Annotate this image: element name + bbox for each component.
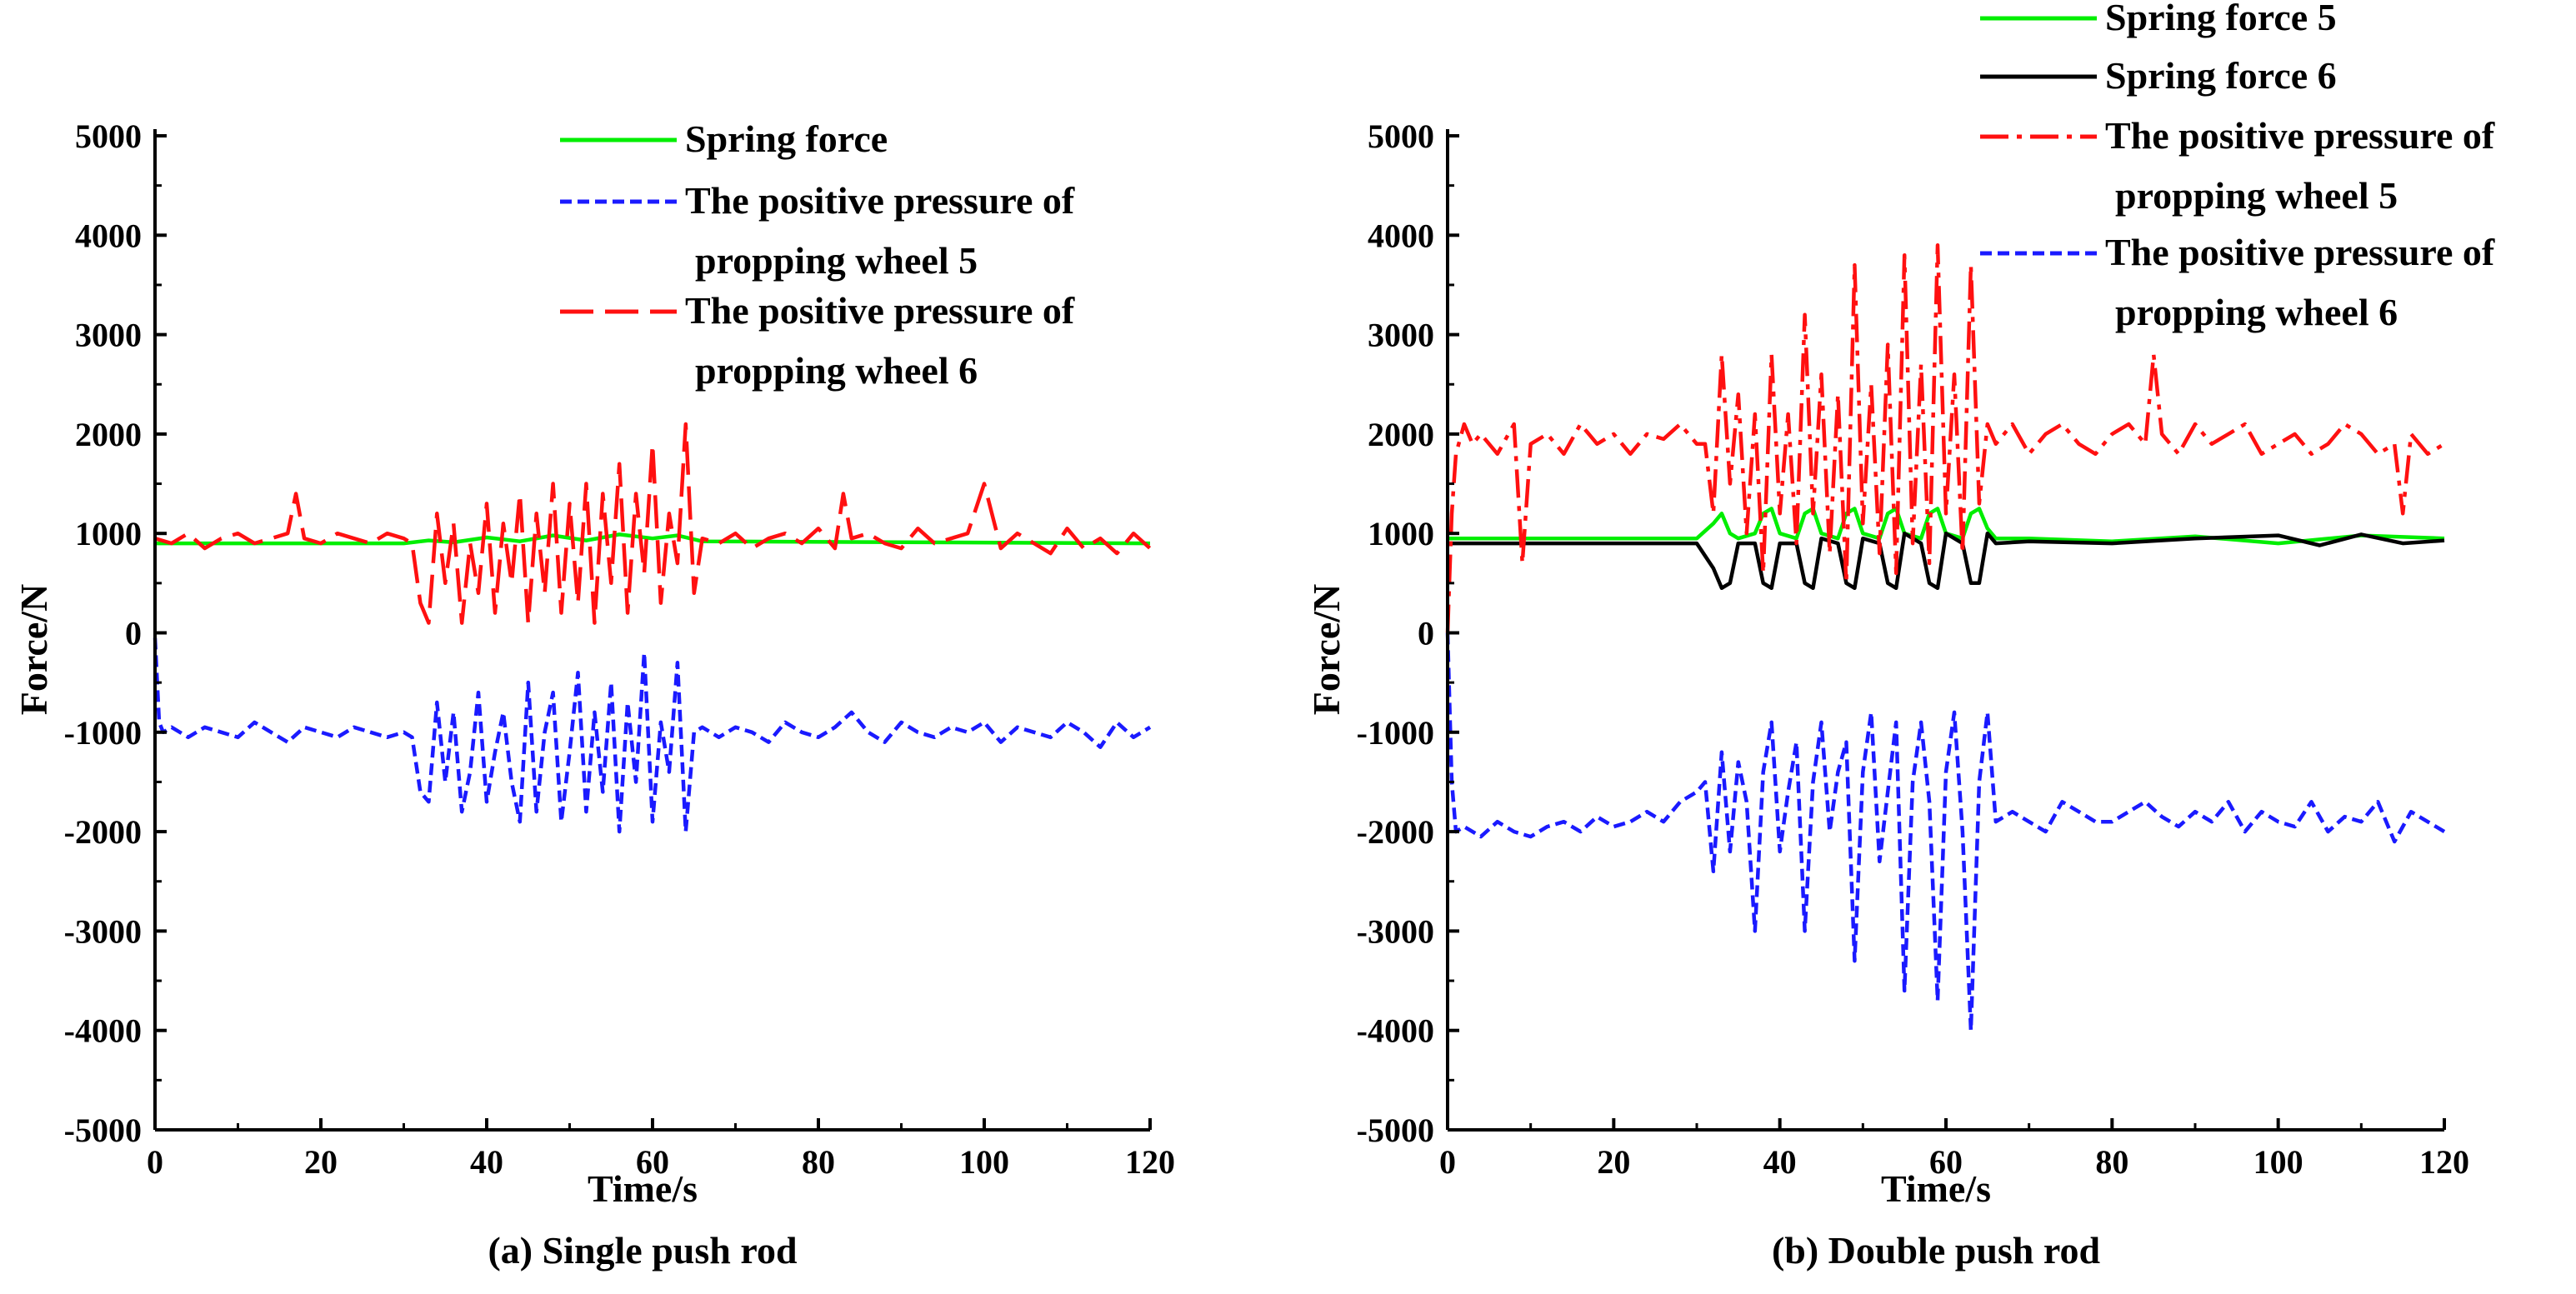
y-tick-label: 5000 <box>1368 117 1434 155</box>
x-tick-label: 0 <box>1439 1143 1456 1181</box>
panel-double-push-rod: 500040003000200010000-1000-2000-3000-400… <box>1305 0 2495 1272</box>
y-tick-label: 3000 <box>1368 317 1434 354</box>
legend-label: Spring force 6 <box>2105 54 2337 97</box>
y-tick-label: 1000 <box>1368 515 1434 552</box>
legend: Spring force The positive pressure of prop… <box>560 117 1075 392</box>
series-line-2 <box>153 637 1152 834</box>
series-line-3 <box>154 422 1152 625</box>
y-tick-label: -1000 <box>64 714 142 752</box>
legend-label: Spring force 5 <box>2105 0 2337 38</box>
legend-label: The positive pressure of <box>685 179 1075 222</box>
y-tick-label: -4000 <box>1357 1012 1434 1050</box>
panel-single-push-rod: 500040003000200010000-1000-2000-3000-400… <box>13 117 1175 1272</box>
y-tick-label: 1000 <box>75 515 142 552</box>
y-tick-label: 5000 <box>75 117 142 155</box>
legend: Spring force 5 Spring force 6 The positive… <box>1980 0 2495 333</box>
x-axis-title: Time/s <box>588 1167 698 1210</box>
y-tick-label: -3000 <box>64 912 142 950</box>
x-tick-label: 100 <box>2253 1143 2303 1181</box>
panel-caption: (b) Double push rod <box>1772 1229 2101 1272</box>
y-axis-title: Force/N <box>1305 584 1348 716</box>
y-tick-label: 2000 <box>75 416 142 453</box>
y-tick-label: -3000 <box>1357 912 1434 950</box>
y-tick-label: 0 <box>125 615 142 652</box>
legend-label: The positive pressure of <box>2105 114 2495 157</box>
panel-caption: (a) Single push rod <box>488 1229 798 1272</box>
x-tick-label: 20 <box>304 1143 338 1181</box>
y-tick-label: -5000 <box>1357 1112 1434 1149</box>
legend-label: propping wheel 5 <box>2115 174 2398 217</box>
x-tick-label: 40 <box>1763 1143 1797 1181</box>
x-tick-label: 120 <box>2419 1143 2469 1181</box>
y-axis-title: Force/N <box>13 584 55 716</box>
x-tick-label: 80 <box>2095 1143 2128 1181</box>
y-tick-label: 4000 <box>1368 217 1434 254</box>
x-tick-label: 20 <box>1597 1143 1630 1181</box>
series-line-4 <box>1445 632 2446 1032</box>
x-axis-title: Time/s <box>1881 1167 1991 1210</box>
y-tick-label: 3000 <box>75 317 142 354</box>
legend-label: The positive pressure of <box>2105 231 2495 273</box>
x-tick-label: 120 <box>1125 1143 1175 1181</box>
y-tick-label: -5000 <box>64 1112 142 1149</box>
x-tick-label: 0 <box>147 1143 163 1181</box>
y-tick-label: -1000 <box>1357 714 1434 752</box>
legend-label: propping wheel 6 <box>2115 291 2398 333</box>
y-tick-label: 2000 <box>1368 416 1434 453</box>
x-tick-label: 60 <box>636 1143 669 1181</box>
x-tick-label: 100 <box>959 1143 1009 1181</box>
legend-label: The positive pressure of <box>685 289 1075 332</box>
y-tick-label: 0 <box>1418 615 1434 652</box>
x-tick-label: 60 <box>1929 1143 1963 1181</box>
y-tick-label: 4000 <box>75 217 142 254</box>
x-tick-label: 40 <box>470 1143 503 1181</box>
series-line-2 <box>1448 531 2445 591</box>
legend-label: propping wheel 6 <box>695 349 978 392</box>
x-tick-label: 80 <box>802 1143 835 1181</box>
y-tick-label: -2000 <box>64 813 142 851</box>
legend-label: Spring force <box>685 117 888 160</box>
series-line-3 <box>1445 242 2446 633</box>
y-tick-label: -2000 <box>1357 813 1434 851</box>
legend-label: propping wheel 5 <box>695 239 978 282</box>
y-tick-label: -4000 <box>64 1012 142 1050</box>
